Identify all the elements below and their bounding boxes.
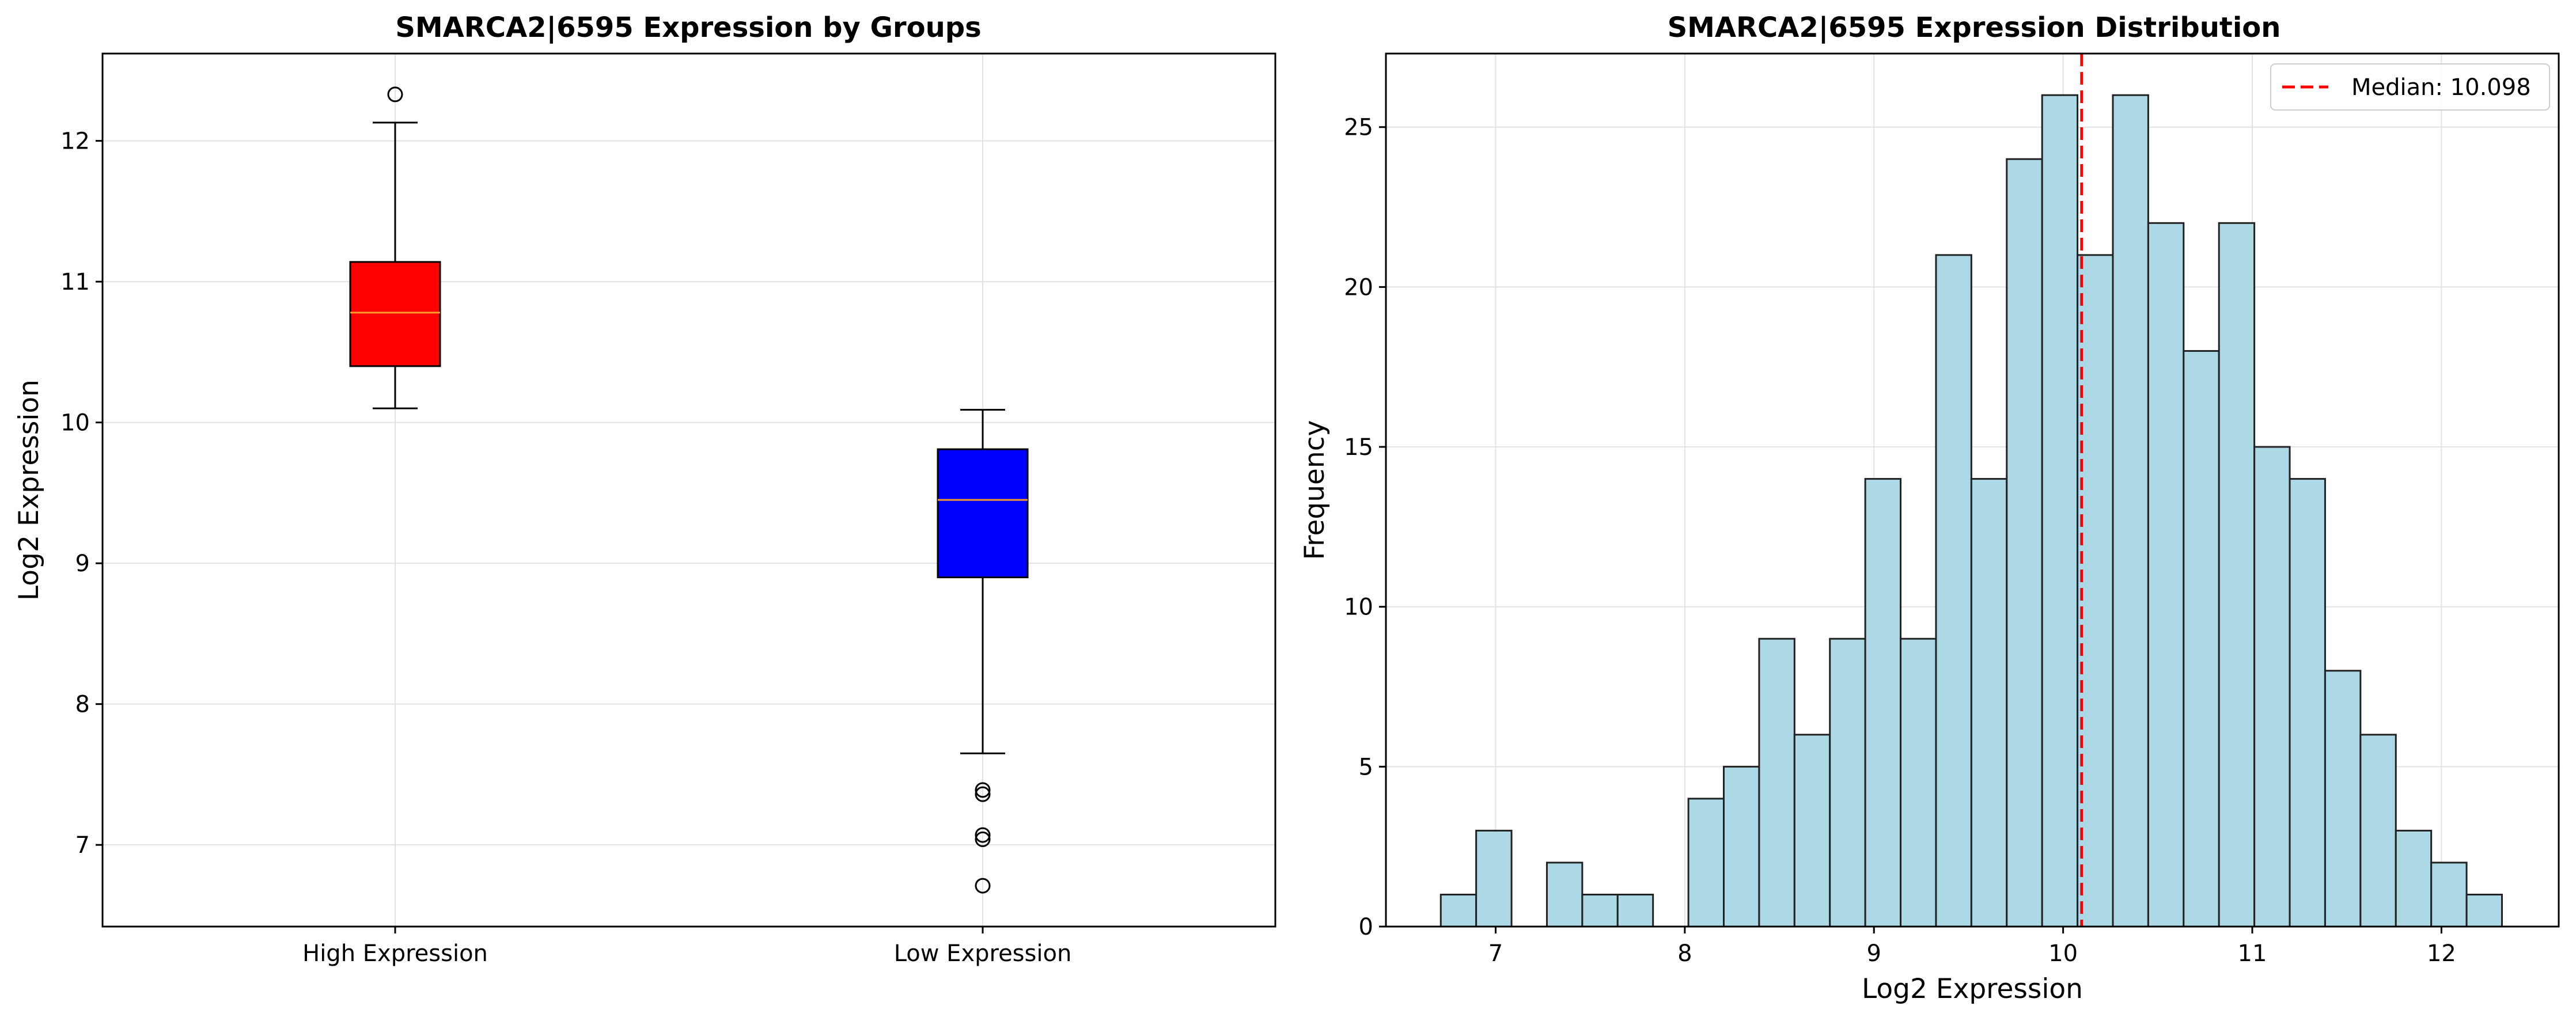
histogram-bar — [1864, 478, 1902, 928]
histogram-bar — [2253, 446, 2291, 928]
boxplot-title: SMARCA2|6595 Expression by Groups — [395, 12, 981, 44]
histogram-panel: SMARCA2|6595 Expression Distribution 0 5 1… — [1299, 12, 2560, 1005]
y-tick-label: 5 — [1359, 754, 1373, 780]
histogram-title: SMARCA2|6595 Expression Distribution — [1668, 12, 2281, 44]
histogram-bar — [1581, 893, 1619, 928]
outlier-point — [975, 831, 991, 847]
y-tick-label: 0 — [1359, 914, 1373, 940]
histogram-bar — [1970, 478, 2008, 928]
histogram-bar — [2006, 158, 2043, 928]
boxplot-y-axis-label: Log2 Expression — [13, 379, 45, 601]
histogram-bar — [2465, 893, 2503, 928]
y-tick-label: 8 — [75, 692, 90, 718]
histogram-x-axis-label: Log2 Expression — [1862, 973, 2083, 1005]
y-tick-label: 11 — [60, 269, 90, 295]
histogram-bar — [1793, 734, 1831, 928]
y-tick-label: 10 — [60, 410, 90, 437]
histogram-bar — [1758, 637, 1795, 928]
outlier-point — [975, 786, 991, 802]
y-tick-label: 7 — [75, 832, 90, 859]
x-tick-label: 11 — [2238, 940, 2267, 967]
histogram-bar — [2430, 861, 2468, 928]
legend-median-label: Median: 10.098 — [2351, 74, 2531, 101]
histogram-bar — [2395, 829, 2433, 928]
histogram-bar — [1475, 829, 1513, 928]
histogram-y-axis-label: Frequency — [1299, 420, 1331, 560]
box-iqr — [349, 261, 441, 367]
x-tick-label: Low Expression — [894, 940, 1072, 967]
histogram-bar — [1439, 893, 1478, 928]
x-tick-label: 12 — [2427, 940, 2456, 967]
histogram-bar — [2041, 94, 2079, 928]
y-tick-label: 9 — [75, 551, 90, 577]
histogram-bar — [2077, 254, 2114, 928]
histogram-bar — [2112, 94, 2149, 928]
boxplot-marks — [349, 86, 1029, 894]
histogram-x-ticks: 7 8 9 10 11 12 — [1488, 927, 2456, 967]
histogram-bar — [1687, 798, 1725, 928]
histogram-bar — [2147, 222, 2185, 928]
box-iqr — [937, 448, 1029, 579]
boxplot-frame — [101, 52, 1276, 928]
y-tick-label: 10 — [1344, 594, 1373, 621]
boxplot-x-ticks: High Expression Low Expression — [302, 927, 1071, 967]
legend-box — [2270, 63, 2550, 111]
histogram-bar — [1935, 254, 1972, 928]
y-tick-label: 25 — [1344, 115, 1373, 141]
histogram-bar — [1722, 765, 1760, 928]
histogram-frame — [1385, 52, 2560, 928]
outlier-point — [387, 86, 403, 103]
outlier-point — [975, 878, 991, 894]
outlier-point — [975, 782, 991, 798]
histogram-bars — [1439, 94, 2503, 928]
histogram-y-ticks: 0 5 10 15 20 25 — [1344, 115, 1386, 940]
x-tick-label: 9 — [1867, 940, 1881, 967]
histogram-bar — [2289, 478, 2326, 928]
histogram-bar — [1829, 637, 1866, 928]
histogram-bar — [1545, 861, 1584, 928]
boxplot-panel: SMARCA2|6595 Expression by Groups 7 8 9 10 1… — [13, 12, 1276, 967]
x-tick-label: 7 — [1488, 940, 1503, 967]
y-tick-label: 12 — [60, 128, 90, 155]
histogram-bar — [2183, 350, 2220, 928]
outlier-point — [975, 827, 991, 843]
histogram-bar — [2218, 222, 2256, 928]
histogram-bar — [2324, 670, 2362, 928]
histogram-bar — [2359, 734, 2397, 928]
legend: Median: 10.098 — [2270, 63, 2550, 111]
x-tick-label: High Expression — [302, 940, 488, 967]
y-tick-label: 15 — [1344, 434, 1373, 461]
x-tick-label: 8 — [1677, 940, 1692, 967]
histogram-bar — [1900, 637, 1937, 928]
histogram-bar — [1616, 893, 1654, 928]
y-tick-label: 20 — [1344, 274, 1373, 301]
x-tick-label: 10 — [2048, 940, 2078, 967]
boxplot-y-ticks: 7 8 9 10 11 12 — [60, 128, 103, 859]
